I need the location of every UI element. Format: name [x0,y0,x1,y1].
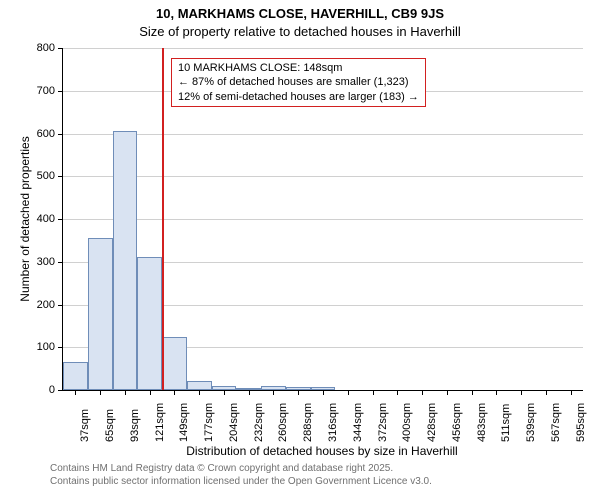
chart-title-desc: Size of property relative to detached ho… [0,24,600,39]
xtick-label: 65sqm [104,409,116,442]
annotation-line: 12% of semi-detached houses are larger (… [178,90,419,104]
xtick-label: 511sqm [500,404,512,442]
histogram-bar [88,238,113,390]
xtick-mark [571,390,572,395]
xtick-label: 288sqm [302,403,314,442]
xtick-mark [150,390,151,395]
xtick-label: 37sqm [79,409,91,442]
xtick-mark [422,390,423,395]
ytick-label: 0 [49,384,63,396]
gridline-h [63,176,583,177]
histogram-bar [137,257,162,390]
chart-title-address: 10, MARKHAMS CLOSE, HAVERHILL, CB9 9JS [0,6,600,21]
xtick-mark [373,390,374,395]
xtick-label: 483sqm [476,403,488,442]
xtick-mark [174,390,175,395]
xtick-label: 316sqm [327,403,339,442]
xtick-mark [496,390,497,395]
xtick-mark [397,390,398,395]
xtick-label: 539sqm [525,403,537,442]
gridline-h [63,134,583,135]
xtick-mark [521,390,522,395]
ytick-label: 400 [37,213,63,225]
xtick-mark [100,390,101,395]
credits-text: Contains HM Land Registry data © Crown c… [50,462,432,488]
ytick-label: 600 [37,128,63,140]
gridline-h [63,219,583,220]
xtick-mark [447,390,448,395]
xtick-label: 232sqm [253,403,265,442]
xtick-mark [323,390,324,395]
histogram-bar [162,337,187,390]
ytick-label: 100 [37,341,63,353]
xtick-mark [348,390,349,395]
xtick-label: 372sqm [377,403,389,442]
xtick-mark [298,390,299,395]
plot-area: 010020030040050060070080037sqm65sqm93sqm… [62,48,583,391]
xtick-label: 149sqm [178,403,190,442]
property-marker-line [162,48,164,390]
xtick-mark [199,390,200,395]
annotation-line: 10 MARKHAMS CLOSE: 148sqm [178,61,419,75]
ytick-label: 500 [37,170,63,182]
xtick-mark [125,390,126,395]
xtick-label: 428sqm [426,403,438,442]
xtick-mark [546,390,547,395]
chart-container: 10, MARKHAMS CLOSE, HAVERHILL, CB9 9JS S… [0,0,600,500]
property-annotation: 10 MARKHAMS CLOSE: 148sqm← 87% of detach… [171,58,426,107]
gridline-h [63,48,583,49]
xtick-label: 204sqm [228,403,240,442]
ytick-label: 700 [37,85,63,97]
xtick-mark [249,390,250,395]
xtick-mark [224,390,225,395]
xtick-label: 567sqm [550,403,562,442]
xtick-label: 344sqm [352,403,364,442]
histogram-bar [63,362,88,390]
xtick-label: 456sqm [451,403,463,442]
xtick-label: 595sqm [575,403,587,442]
ytick-label: 200 [37,299,63,311]
xtick-label: 177sqm [203,403,215,442]
ytick-label: 300 [37,256,63,268]
credits-line: Contains HM Land Registry data © Crown c… [50,462,432,475]
y-axis-label: Number of detached properties [18,48,32,390]
histogram-bar [187,381,212,390]
xtick-mark [75,390,76,395]
xtick-mark [273,390,274,395]
xtick-label: 93sqm [129,409,141,442]
xtick-label: 400sqm [401,403,413,442]
x-axis-label: Distribution of detached houses by size … [62,444,582,458]
xtick-label: 260sqm [277,403,289,442]
xtick-mark [472,390,473,395]
annotation-line: ← 87% of detached houses are smaller (1,… [178,75,419,89]
ytick-label: 800 [37,42,63,54]
credits-line: Contains public sector information licen… [50,475,432,488]
histogram-bar [113,131,138,390]
xtick-label: 121sqm [154,403,166,442]
